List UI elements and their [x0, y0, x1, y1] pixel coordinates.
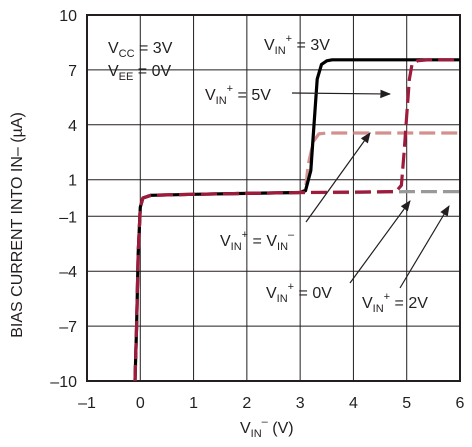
plot-frame [86, 14, 461, 382]
annotation-arrows [291, 89, 450, 289]
x-axis-title-main: V [240, 420, 251, 437]
y-axis-title: BIAS CURRENT INTO IN– (µA) [9, 112, 26, 338]
x-axis-title-sup: – [262, 416, 269, 428]
x-tick-label: 3 [296, 395, 305, 412]
annotation-arrow-1 [305, 132, 371, 223]
x-tick-label: 1 [189, 395, 198, 412]
y-tick-label: 10 [59, 8, 77, 25]
y-tick-label: –1 [59, 209, 77, 226]
series-line-1 [133, 58, 460, 382]
x-axis-title-sub: IN [251, 428, 262, 440]
y-tick-label: –4 [59, 264, 77, 281]
annotation-arrow-0 [291, 89, 392, 99]
y-tick-label: 4 [68, 118, 77, 135]
x-tick-label: 6 [456, 395, 465, 412]
x-axis-title-unit: (V) [268, 420, 294, 437]
x-tick-label: 2 [242, 395, 251, 412]
series-line-0 [133, 58, 460, 382]
annotation-vin-3v: VIN+ = 3V [264, 33, 330, 57]
annotation-vin-equal: VIN+ = VIN– [220, 229, 295, 253]
y-tick-label: 1 [68, 173, 77, 190]
series-line-2 [133, 131, 460, 382]
x-axis-title: VIN– (V) [240, 416, 294, 440]
x-tick-label: 0 [136, 395, 145, 412]
annotation-vin-5v: VIN+ = 5V [205, 83, 271, 107]
annotation-arrow-3 [399, 205, 450, 289]
data-series [133, 58, 460, 382]
annotation-arrow-2 [349, 200, 411, 284]
y-tick-label: –10 [50, 374, 77, 391]
x-tick-label: 5 [402, 395, 411, 412]
x-tick-label: 4 [349, 395, 358, 412]
annotation-vin-0v: VIN+ = 0V [266, 281, 332, 305]
x-tick-label: –1 [78, 395, 96, 412]
annotation-vin-2v: VIN+ = 2V [362, 291, 428, 315]
y-tick-label: –7 [59, 319, 77, 336]
annotation-vcc: VCC = 3V [108, 40, 173, 60]
grid-lines [86, 14, 461, 382]
annotation-vee: VEE = 0V [108, 63, 171, 83]
y-tick-label: 7 [68, 63, 77, 80]
